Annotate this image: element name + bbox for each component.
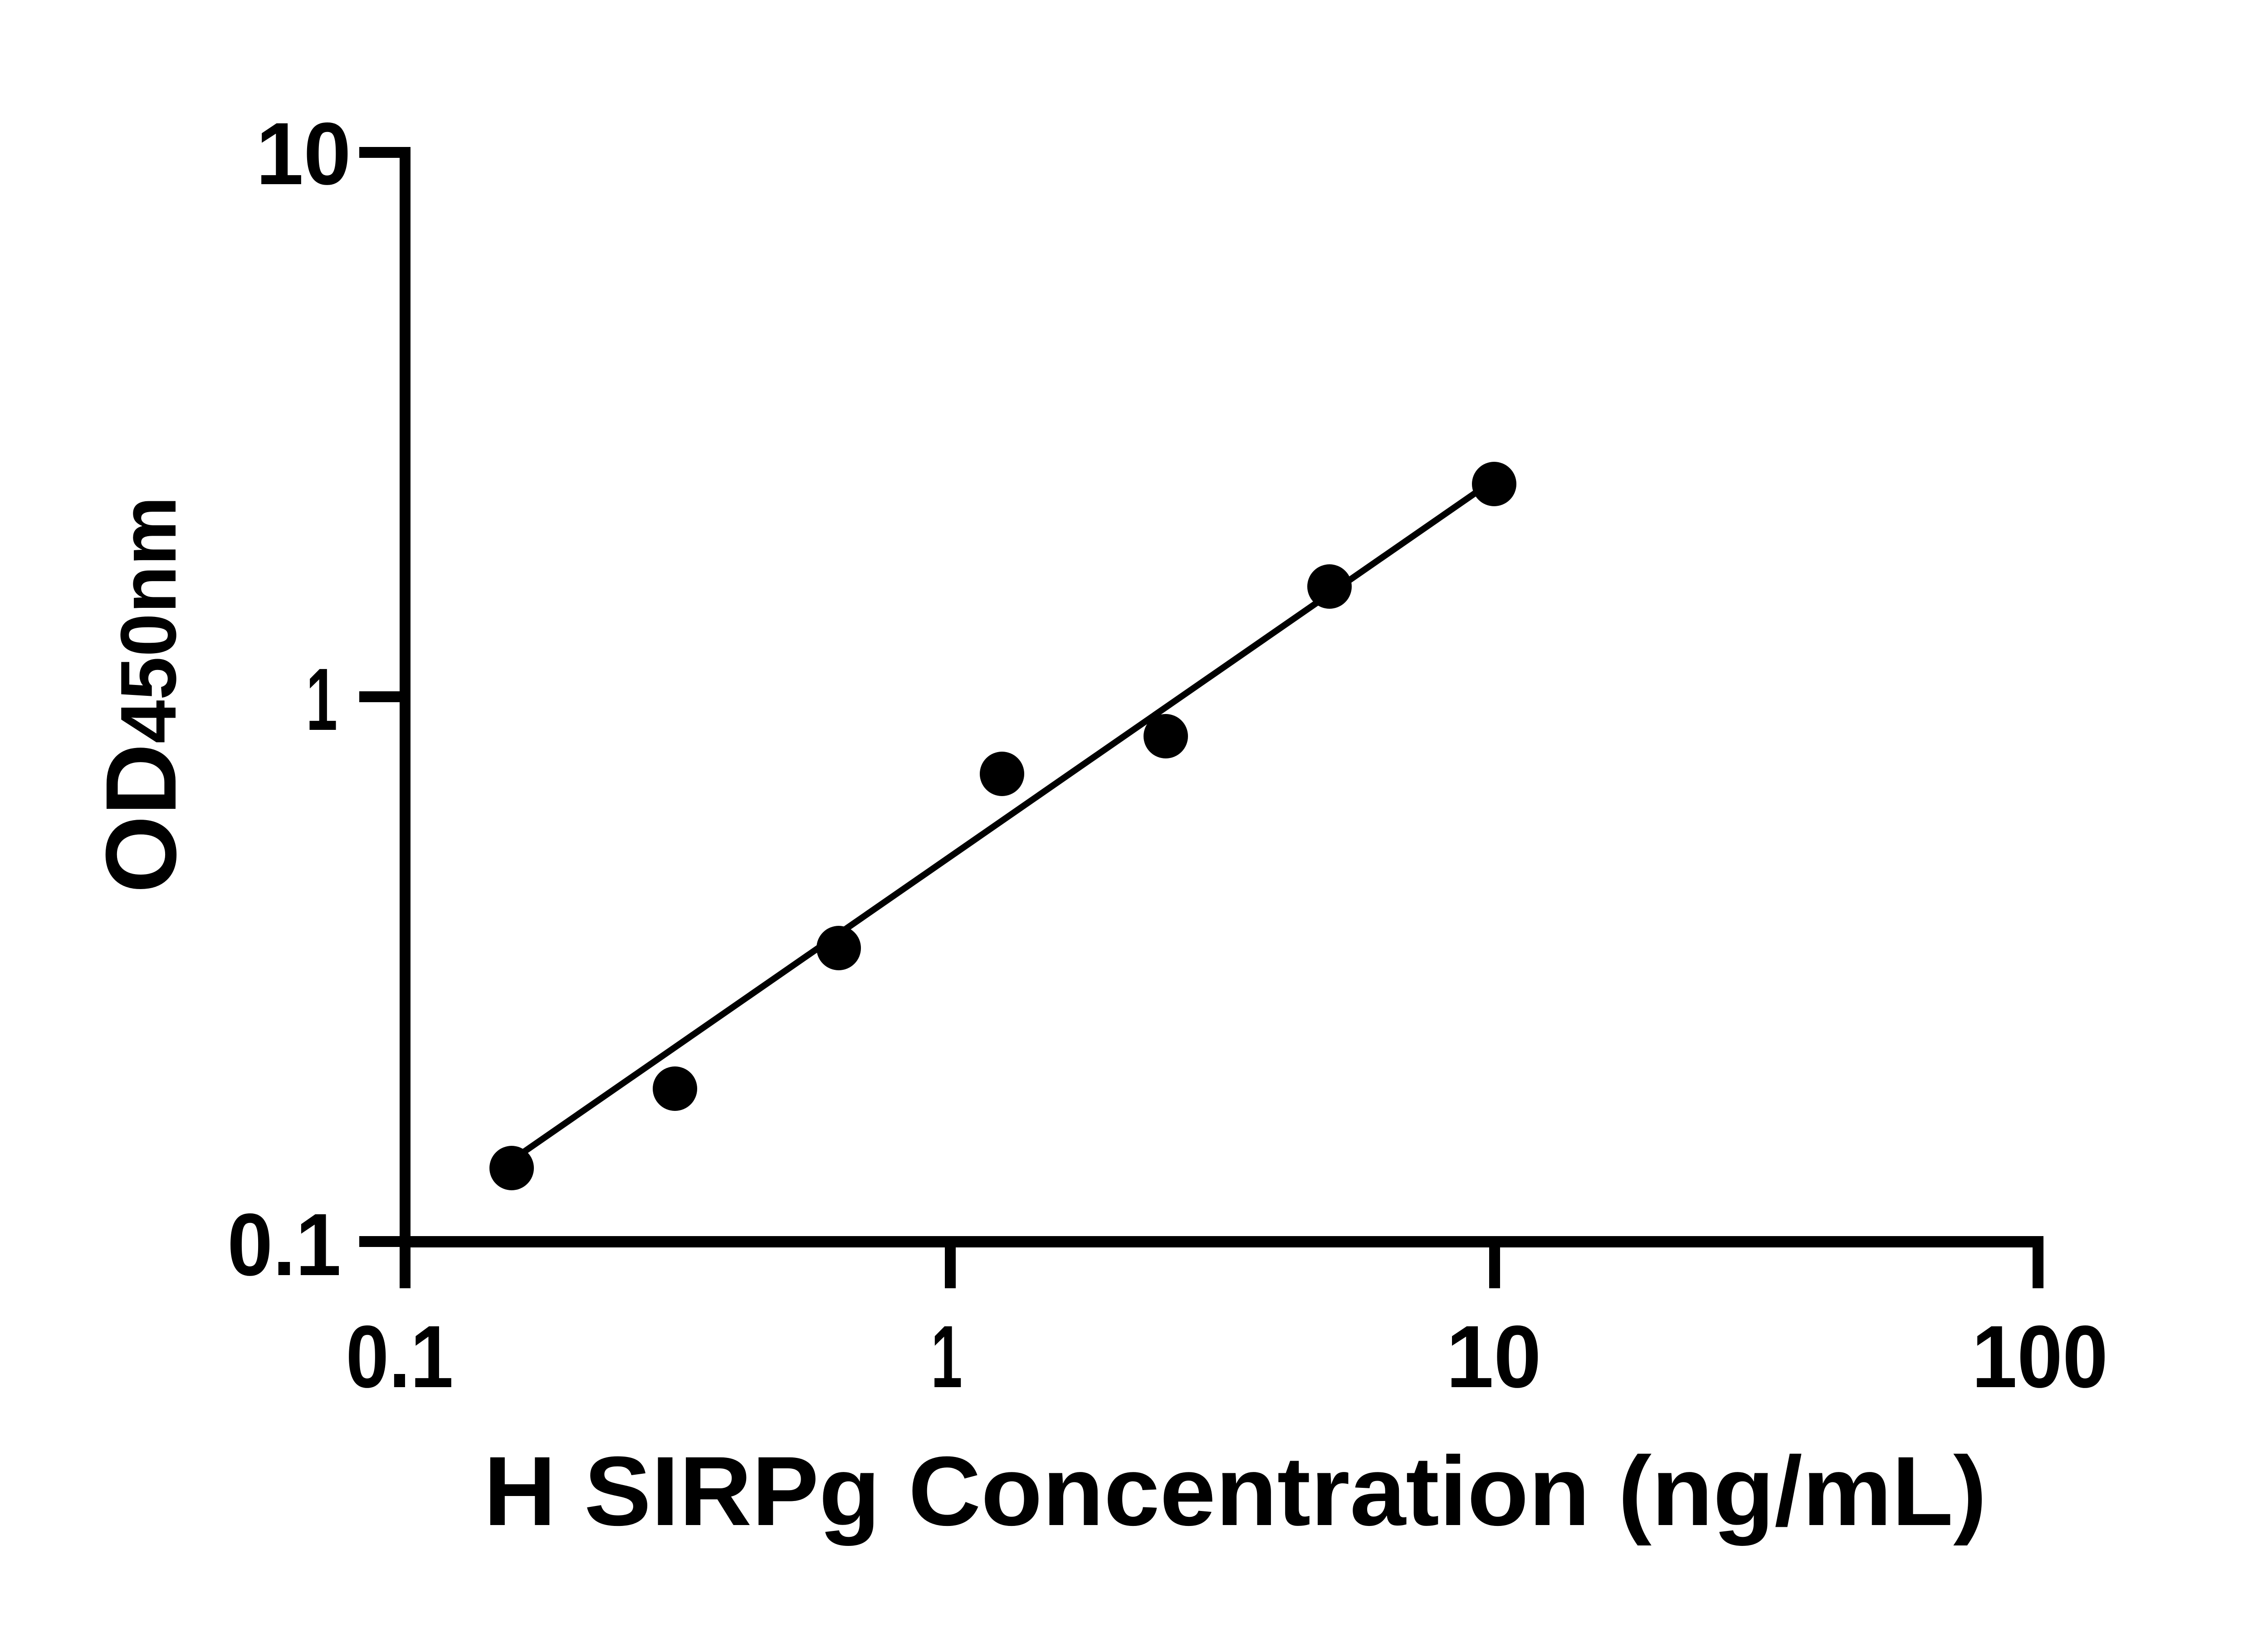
svg-text:1: 1 (306, 650, 337, 749)
svg-text:OD: OD (85, 743, 197, 893)
svg-text:0.1: 0.1 (227, 1195, 341, 1294)
svg-text:H SIRPg Concentration (ng/mL): H SIRPg Concentration (ng/mL) (484, 1436, 1987, 1546)
svg-text:1: 1 (931, 1307, 962, 1406)
svg-text:450nm: 450nm (104, 496, 192, 743)
svg-text:10: 10 (256, 104, 351, 203)
svg-text:10: 10 (1446, 1307, 1541, 1406)
svg-text:100: 100 (1972, 1307, 2108, 1406)
svg-text:0.1: 0.1 (346, 1307, 453, 1406)
